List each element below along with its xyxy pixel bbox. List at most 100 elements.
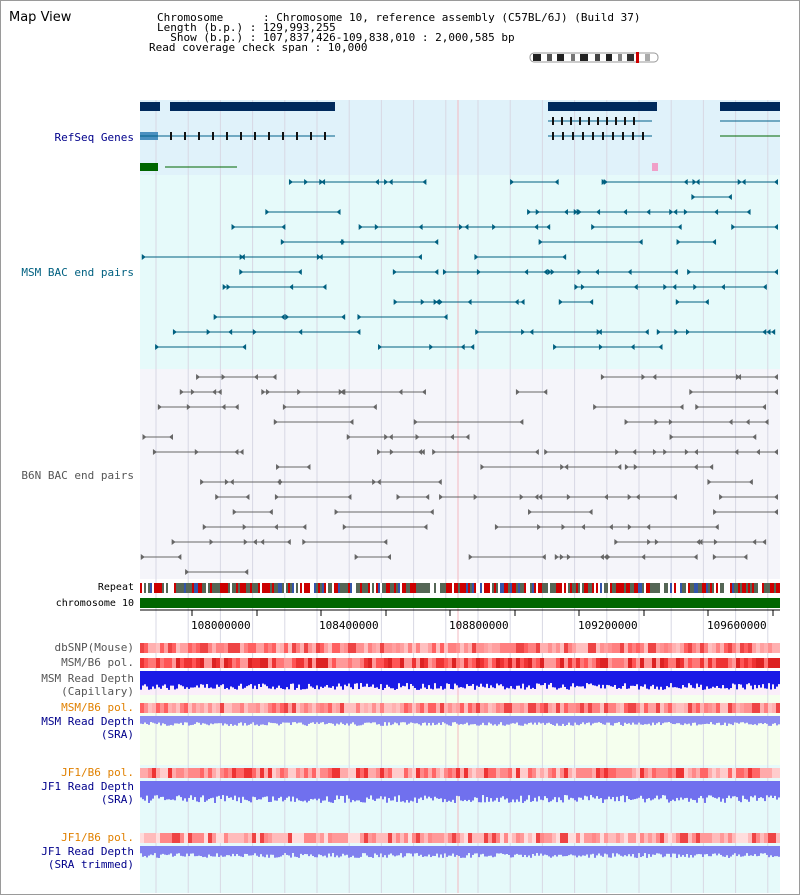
depth-bar xyxy=(368,781,370,799)
msm-b6-pol-sra-label[interactable]: MSM/B6 pol. xyxy=(61,701,134,714)
jf1-b6-pol-heat-track-2[interactable] xyxy=(140,833,780,843)
depth-bar xyxy=(446,846,448,857)
depth-bar xyxy=(696,781,698,803)
depth-bar xyxy=(578,671,580,687)
repeat-segment xyxy=(490,583,492,593)
depth-bar xyxy=(146,716,148,724)
msm-bac-pair-marker xyxy=(322,284,327,290)
heat-cell xyxy=(476,703,480,713)
msm-read-depth-sra-label[interactable]: MSM Read Depth xyxy=(41,715,134,728)
heat-cell xyxy=(632,768,636,778)
depth-bar xyxy=(208,846,210,855)
chromosome-ideogram[interactable] xyxy=(529,52,659,63)
depth-bar xyxy=(658,781,660,800)
b6n-bac-pair-marker xyxy=(519,419,524,425)
heat-cell xyxy=(620,833,624,843)
heat-cell xyxy=(772,703,776,713)
b6n-bac-pair-marker xyxy=(354,554,359,560)
depth-bar xyxy=(768,671,770,684)
jf1-read-depth-label-2[interactable]: JF1 Read Depth xyxy=(41,845,134,858)
depth-bar xyxy=(486,846,488,857)
heat-cell xyxy=(152,658,156,668)
heat-cell xyxy=(356,643,360,653)
heat-cell xyxy=(520,768,524,778)
jf1-read-depth-sra[interactable] xyxy=(140,781,780,803)
repeat-segment xyxy=(542,583,544,593)
coverage-span-info: Read coverage check span : 10,000 xyxy=(149,41,368,54)
depth-bar xyxy=(490,671,492,686)
dbsnp-label[interactable]: dbSNP(Mouse) xyxy=(54,641,134,654)
repeat-segment xyxy=(196,583,198,593)
heat-cell xyxy=(336,658,340,668)
depth-bar xyxy=(310,781,312,799)
heat-cell xyxy=(172,703,176,713)
depth-bar xyxy=(540,716,542,724)
jf1-read-depth-sra-trimmed[interactable] xyxy=(140,846,780,858)
heat-cell xyxy=(596,768,600,778)
jf1-read-depth-label-1[interactable]: JF1 Read Depth xyxy=(41,780,134,793)
depth-bar xyxy=(770,671,772,690)
depth-bar xyxy=(282,716,284,723)
msm-bac-pair-marker xyxy=(546,224,551,230)
msm-b6-pol-heat-track[interactable] xyxy=(140,658,780,668)
depth-bar xyxy=(478,671,480,687)
depth-bar xyxy=(628,671,630,689)
msm-bac-pair-marker xyxy=(239,254,244,260)
msm-bac-pair-marker xyxy=(417,254,422,260)
b6n-bac-pair-marker xyxy=(185,569,190,575)
msm-read-depth-capillary-label[interactable]: MSM Read Depth xyxy=(41,672,134,685)
msm-bac-label[interactable]: MSM BAC end pairs xyxy=(21,266,134,279)
refseq-genes-label[interactable]: RefSeq Genes xyxy=(54,131,134,144)
repeat-segment xyxy=(198,583,200,593)
refseq-genes[interactable] xyxy=(140,102,780,171)
heat-cell xyxy=(416,658,420,668)
depth-bar xyxy=(380,846,382,854)
depth-bar xyxy=(610,846,612,858)
repeat-track[interactable] xyxy=(140,583,780,593)
depth-bar xyxy=(756,671,758,689)
heat-cell xyxy=(692,833,696,843)
depth-bar xyxy=(440,846,442,855)
jf1-b6-pol-heat-track-1[interactable] xyxy=(140,768,780,778)
jf1-b6-pol-label-1[interactable]: JF1/B6 pol. xyxy=(61,766,134,779)
depth-bar xyxy=(504,671,506,690)
msm-bac-end-pairs[interactable] xyxy=(141,179,778,350)
b6n-bac-pair-marker xyxy=(372,479,377,485)
b6n-bac-end-pairs[interactable] xyxy=(140,374,778,575)
heat-cell xyxy=(360,643,364,653)
depth-bar xyxy=(648,671,650,690)
b6n-bac-label[interactable]: B6N BAC end pairs xyxy=(21,469,134,482)
jf1-b6-pol-label-2[interactable]: JF1/B6 pol. xyxy=(61,831,134,844)
heat-cell xyxy=(304,703,308,713)
depth-bar xyxy=(180,846,182,856)
depth-bar xyxy=(284,671,286,690)
repeat-segment xyxy=(340,583,342,593)
heat-cell xyxy=(160,703,164,713)
b6n-bac-pair-marker xyxy=(297,389,302,395)
dbsnp-heat-track[interactable] xyxy=(140,643,780,653)
heat-cell xyxy=(524,703,528,713)
heat-cell xyxy=(180,703,184,713)
b6n-bac-pair-marker xyxy=(152,449,157,455)
repeat-segment xyxy=(764,583,766,593)
repeat-segment xyxy=(560,583,562,593)
chromosome-bar[interactable] xyxy=(140,598,780,608)
msm-b6-pol-sra-heat-track[interactable] xyxy=(140,703,780,713)
msm-read-depth-sra[interactable] xyxy=(140,716,780,726)
depth-bar xyxy=(242,671,244,689)
repeat-segment xyxy=(216,583,218,593)
depth-bar xyxy=(424,781,426,796)
msm-read-depth-capillary[interactable] xyxy=(140,671,780,690)
heat-cell xyxy=(568,703,572,713)
depth-bar xyxy=(346,846,348,855)
heat-cell xyxy=(404,768,408,778)
heat-cell xyxy=(348,643,352,653)
depth-bar xyxy=(144,671,146,685)
heat-cell xyxy=(192,658,196,668)
heat-cell xyxy=(668,658,672,668)
msm-b6-pol-label[interactable]: MSM/B6 pol. xyxy=(61,656,134,669)
depth-bar xyxy=(508,781,510,803)
repeat-segment xyxy=(378,583,380,593)
repeat-segment xyxy=(540,583,542,593)
